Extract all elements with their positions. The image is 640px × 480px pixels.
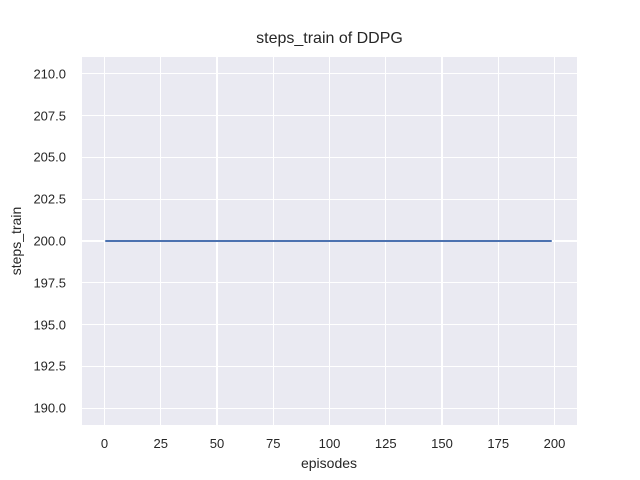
horizontal-gridline	[82, 198, 577, 200]
horizontal-gridline	[82, 282, 577, 284]
x-tick-label: 125	[374, 436, 397, 451]
y-tick-label: 207.5	[33, 108, 66, 124]
y-tick-label: 202.5	[33, 191, 66, 207]
y-tick-label: 205.0	[33, 149, 66, 165]
x-tick-label: 0	[100, 436, 109, 451]
horizontal-gridline	[82, 156, 577, 158]
horizontal-gridline	[82, 114, 577, 117]
x-tick-label: 25	[153, 436, 168, 451]
x-tick-label: 100	[318, 436, 341, 451]
plot-area	[82, 57, 577, 425]
y-tick-label: 200.0	[33, 233, 66, 249]
x-tick-label: 175	[487, 436, 510, 451]
horizontal-gridline	[82, 407, 577, 409]
y-tick-label: 192.5	[33, 358, 66, 374]
y-tick-label: 197.5	[33, 275, 66, 291]
x-tick-label: 75	[266, 436, 281, 451]
x-tick-label: 50	[209, 436, 225, 451]
y-tick-label: 210.0	[33, 66, 66, 82]
y-tick-label: 195.0	[33, 317, 66, 333]
y-tick-label: 190.0	[33, 400, 66, 416]
x-axis-label: episodes	[300, 455, 358, 471]
y-axis-label: steps_train	[8, 206, 24, 276]
horizontal-gridline	[82, 73, 577, 75]
x-tick-label: 150	[431, 436, 453, 451]
horizontal-gridline	[82, 365, 577, 368]
horizontal-gridline	[82, 323, 577, 326]
x-tick-label: 200	[543, 436, 566, 451]
chart-title: steps_train of DDPG	[256, 30, 403, 47]
data-line-steps-train	[104, 239, 553, 243]
